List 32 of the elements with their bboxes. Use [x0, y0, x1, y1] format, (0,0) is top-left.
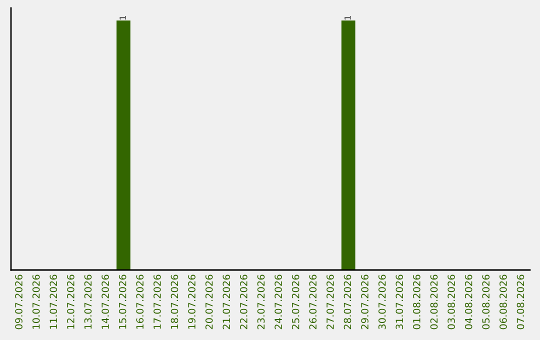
x-tick-label: 28.07.2026 [344, 274, 352, 330]
x-tick-label: 06.08.2026 [500, 274, 507, 330]
x-tick-label: 03.08.2026 [448, 274, 455, 330]
x-tick-label: 23.07.2026 [257, 274, 265, 330]
x-tick-label: 17.07.2026 [154, 274, 161, 329]
x-tick-label: 25.07.2026 [292, 274, 300, 330]
x-tick-label: 04.08.2026 [464, 274, 472, 330]
x-tick-label: 27.07.2026 [326, 274, 334, 330]
x-tick-label: 09.07.2026 [15, 274, 22, 330]
x-tick-label: 24.07.2026 [274, 274, 282, 330]
x-tick-label: 13.07.2026 [84, 274, 92, 329]
x-tick-label: 21.07.2026 [222, 274, 230, 330]
x-tick-label: 05.08.2026 [482, 274, 490, 330]
x-tick-label: 14.07.2026 [102, 274, 109, 329]
x-tick-label: 01.08.2026 [413, 274, 420, 330]
x-tick-label: 02.08.2026 [430, 274, 438, 330]
x-tick-label: 11.07.2026 [50, 274, 58, 329]
x-tick-label: 29.07.2026 [361, 274, 368, 330]
x-tick-label: 26.07.2026 [309, 274, 317, 330]
data-label: 1 [120, 16, 126, 20]
data-label: 1 [344, 16, 351, 20]
x-tick-label: 18.07.2026 [170, 274, 178, 329]
x-tick-label: 22.07.2026 [240, 274, 248, 330]
x-tick-label: 20.07.2026 [205, 274, 213, 330]
x-tick-label: 30.07.2026 [378, 274, 386, 330]
x-tick-label: 19.07.2026 [188, 274, 196, 329]
x-tick-label: 15.07.2026 [118, 274, 126, 329]
x-tick-label: 10.07.2026 [32, 274, 40, 329]
x-tick-label: 16.07.2026 [136, 274, 144, 329]
x-tick-label: 07.08.2026 [516, 274, 524, 330]
x-tick-label: 12.07.2026 [67, 274, 74, 329]
x-tick-label: 31.07.2026 [396, 274, 404, 330]
